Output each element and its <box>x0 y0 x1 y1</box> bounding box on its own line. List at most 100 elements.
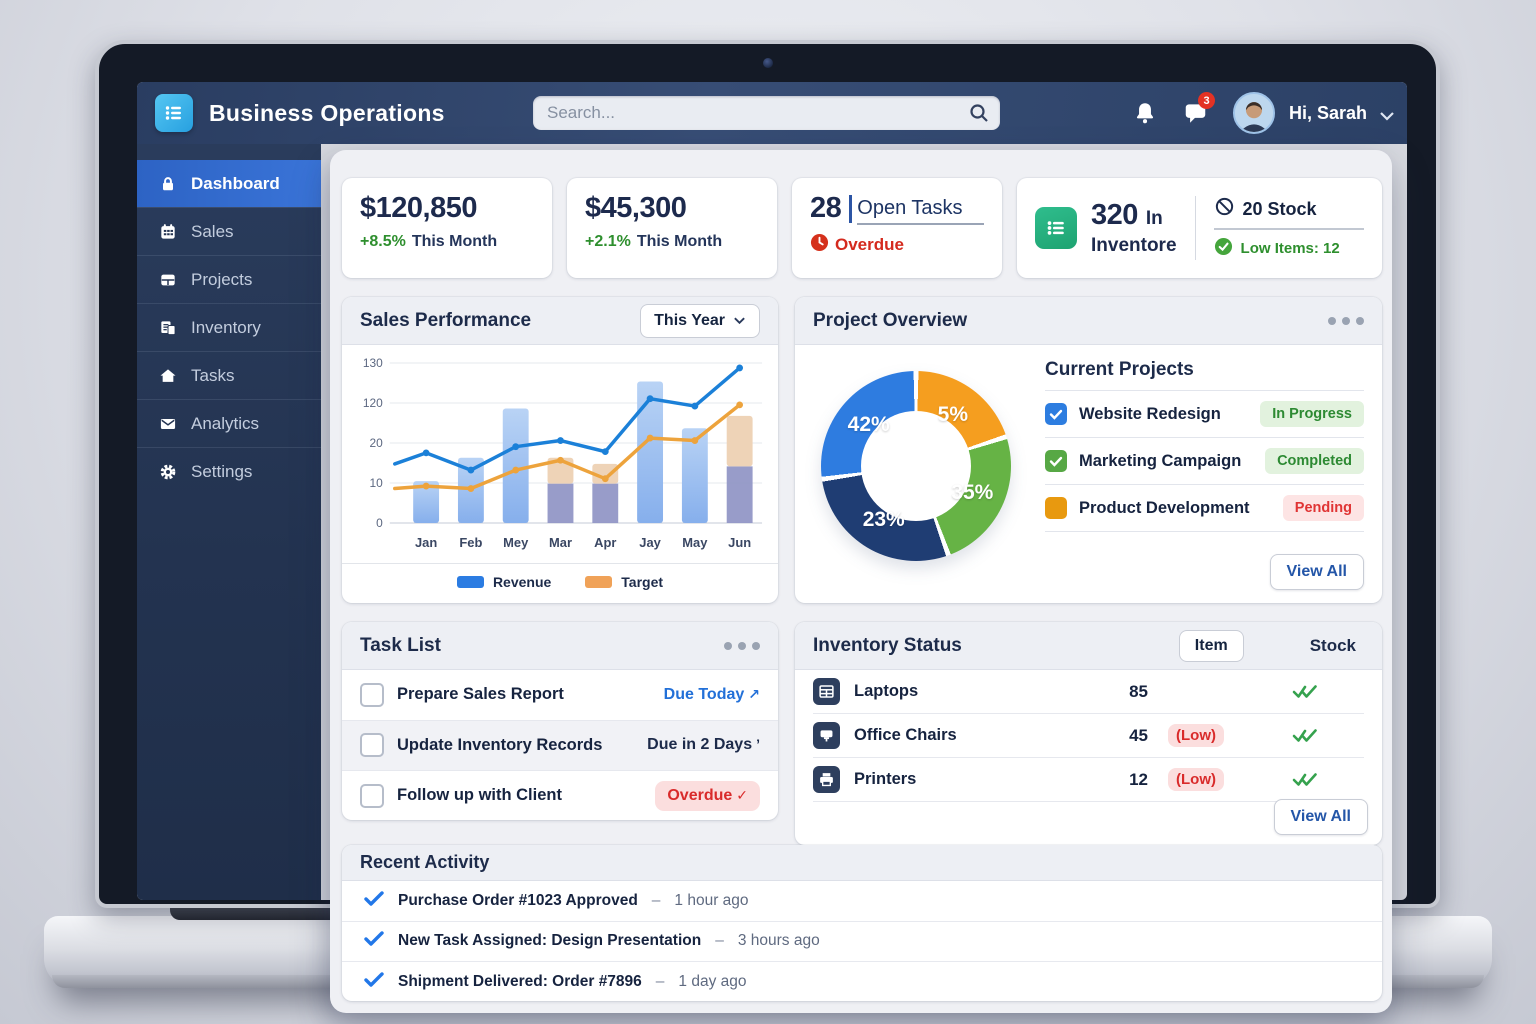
sidebar-item-label: Dashboard <box>191 173 280 193</box>
item-quantity: 45 <box>1129 725 1148 745</box>
legend-label: Revenue <box>492 574 552 590</box>
kpi-row: $120,850 +8.5% This Month $45,300 +2.1% … <box>342 178 1382 278</box>
messages-icon[interactable]: 3 <box>1182 92 1215 131</box>
svg-text:Jun: Jun <box>728 535 751 550</box>
inventory-status-card: Inventory Status Item Stock Laptops 85 <box>795 622 1382 845</box>
sidebar-item-inventory[interactable]: Inventory <box>137 303 321 351</box>
top-navbar: Business Operations <box>137 82 1407 144</box>
checkbox-unchecked[interactable] <box>360 733 384 758</box>
svg-text:Jay: Jay <box>639 535 661 550</box>
search-icon[interactable] <box>968 102 990 129</box>
kpi-delta: +8.5% <box>360 233 406 250</box>
donut-hole <box>861 411 971 521</box>
current-projects-heading: Current Projects <box>1045 359 1364 391</box>
sidebar-item-analytics[interactable]: Analytics <box>137 399 321 447</box>
more-menu-icon[interactable] <box>724 641 760 650</box>
double-check-icon <box>1246 728 1364 743</box>
card-title: Inventory Status <box>813 634 962 656</box>
range-select[interactable]: This Year <box>640 303 760 338</box>
svg-text:130: 130 <box>363 356 383 370</box>
kpi-value: 28 <box>810 192 842 224</box>
arrow-up-right-icon: ↗ <box>748 685 760 702</box>
checkbox-checked[interactable] <box>1045 450 1067 472</box>
sidebar-item-projects[interactable]: Projects <box>137 255 321 303</box>
project-row: Website Redesign In Progress <box>1045 391 1364 438</box>
sales-performance-card: Sales Performance This Year 130 120 20 10 0 J… <box>342 297 778 603</box>
printer-icon <box>813 766 840 793</box>
svg-text:10: 10 <box>370 476 384 490</box>
calendar-icon <box>157 222 179 242</box>
kpi-label[interactable]: Open Tasks <box>857 197 984 225</box>
inventory-row: Printers 12 (Low) <box>813 758 1364 802</box>
project-overview-card: Project Overview 5% 35% 23% 42% Current Pro… <box>795 297 1382 603</box>
overdue-badge: Overdue ✓ <box>655 780 760 811</box>
checkbox-checked[interactable] <box>1045 403 1067 425</box>
sidebar-item-settings[interactable]: Settings <box>137 447 321 495</box>
view-all-button[interactable]: View All <box>1273 799 1368 835</box>
item-name: Office Chairs <box>854 726 957 744</box>
kpi-label: Inventore <box>1091 234 1177 256</box>
low-indicator: (Low) <box>1168 723 1232 747</box>
item-quantity: 85 <box>1129 681 1148 701</box>
notifications-bell-icon[interactable] <box>1132 100 1158 131</box>
kpi-value: $120,850 <box>360 192 477 224</box>
sidebar-item-label: Settings <box>191 461 253 481</box>
office-chair-icon <box>813 722 840 749</box>
search-input[interactable] <box>533 96 1000 130</box>
svg-text:Jan: Jan <box>415 535 437 550</box>
checkbox-unchecked[interactable] <box>360 682 384 707</box>
range-select-value: This Year <box>654 311 725 329</box>
low-items-count: Low Items: 12 <box>1240 240 1340 257</box>
status-badge: Completed <box>1265 448 1364 474</box>
sidebar-item-label: Inventory <box>191 317 261 337</box>
svg-text:Mar: Mar <box>549 535 572 550</box>
inventory-row: Laptops 85 <box>813 670 1364 714</box>
dashboard-content: $120,850 +8.5% This Month $45,300 +2.1% … <box>330 150 1392 1013</box>
donut-slice-label: 42% <box>847 412 890 436</box>
view-all-button[interactable]: View All <box>1269 554 1364 590</box>
text-caret <box>849 195 853 223</box>
card-title: Project Overview <box>813 309 968 331</box>
separator: – <box>715 932 724 950</box>
checkbox-unchecked[interactable] <box>1045 497 1067 519</box>
envelope-icon <box>157 414 179 434</box>
donut-slice-label: 23% <box>862 507 905 531</box>
activity-text: Shipment Delivered: Order #7896 <box>398 972 642 990</box>
inventory-row: Office Chairs 45 (Low) <box>813 714 1364 758</box>
kpi-delta: +2.1% <box>585 233 631 250</box>
sidebar-item-label: Sales <box>191 221 234 241</box>
gear-icon <box>157 462 179 482</box>
project-row: Marketing Campaign Completed <box>1045 438 1364 485</box>
project-name: Product Development <box>1079 498 1250 517</box>
sales-chart-svg: 130 120 20 10 0 Jan Feb Mey Mar Apr Jay May Jun <box>363 356 763 550</box>
sidebar-item-dashboard[interactable]: Dashboard <box>137 160 321 207</box>
checkbox-unchecked[interactable] <box>360 783 384 808</box>
more-menu-icon[interactable] <box>1328 316 1364 325</box>
sidebar-item-label: Tasks <box>191 365 235 385</box>
webcam-dot <box>762 58 773 68</box>
card-title: Task List <box>360 634 441 656</box>
due-label[interactable]: Due Today ↗ <box>663 685 760 703</box>
current-projects-list: Current Projects Website Redesign In Pro… <box>1045 359 1364 532</box>
project-name: Marketing Campaign <box>1079 451 1242 470</box>
svg-text:May: May <box>682 535 708 550</box>
sidebar-item-tasks[interactable]: Tasks <box>137 351 321 399</box>
sidebar-item-sales[interactable]: Sales <box>137 207 321 255</box>
activity-text: New Task Assigned: Design Presentation <box>398 932 702 950</box>
task-name: Update Inventory Records <box>397 735 603 754</box>
activity-row: New Task Assigned: Design Presentation –… <box>342 922 1382 962</box>
project-name: Website Redesign <box>1079 404 1221 423</box>
due-label: Due in 2 Days’ <box>647 736 760 754</box>
activity-text: Purchase Order #1023 Approved <box>398 891 638 909</box>
overdue-clock-icon <box>810 233 829 257</box>
item-column-button[interactable]: Item <box>1178 629 1244 662</box>
low-indicator: (Low) <box>1168 767 1232 791</box>
house-icon <box>157 366 179 386</box>
target-swatch <box>585 576 613 588</box>
svg-text:Mey: Mey <box>503 535 529 550</box>
chevron-down-icon[interactable] <box>1379 108 1395 126</box>
kpi-period: This Month <box>411 233 498 250</box>
item-name: Printers <box>854 770 917 788</box>
avatar[interactable] <box>1233 92 1275 134</box>
user-greeting[interactable]: Hi, Sarah <box>1289 103 1368 123</box>
